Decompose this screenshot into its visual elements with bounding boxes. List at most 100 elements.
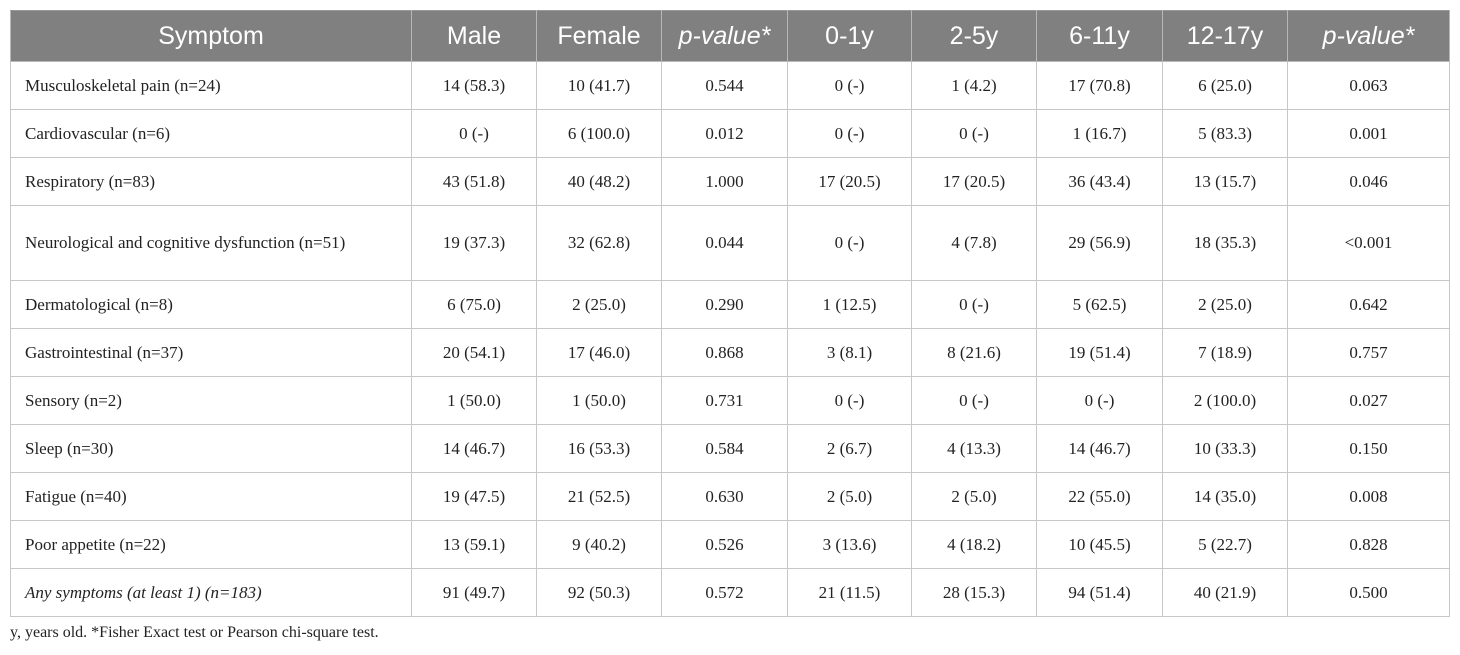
symptom-cell: Neurological and cognitive dysfunction (… [10,205,412,281]
male-cell: 14 (46.7) [411,424,537,473]
age-12-17-cell: 18 (35.3) [1162,205,1288,281]
age-6-11-cell: 29 (56.9) [1036,205,1163,281]
female-cell: 16 (53.3) [536,424,662,473]
p-value-sex-cell: 0.526 [661,520,788,569]
column-header-symptom: Symptom [10,10,412,62]
table-row: Musculoskeletal pain (n=24) 14 (58.3) 10 (… [10,61,1450,110]
table-footnote: y, years old. *Fisher Exact test or Pear… [10,624,379,641]
age-12-17-cell: 10 (33.3) [1162,424,1288,473]
male-cell: 91 (49.7) [411,568,537,617]
male-cell: 1 (50.0) [411,376,537,425]
p-value-sex-cell: 0.868 [661,328,788,377]
age-12-17-cell: 7 (18.9) [1162,328,1288,377]
age-6-11-cell: 10 (45.5) [1036,520,1163,569]
age-2-5-cell: 0 (-) [911,280,1037,329]
p-value-age-cell: 0.008 [1287,472,1450,521]
p-value-age-cell: 0.828 [1287,520,1450,569]
age-12-17-cell: 5 (22.7) [1162,520,1288,569]
age-2-5-cell: 17 (20.5) [911,157,1037,206]
age-2-5-cell: 4 (18.2) [911,520,1037,569]
table-body: Musculoskeletal pain (n=24) 14 (58.3) 10 (… [10,61,1450,617]
p-value-sex-cell: 0.290 [661,280,788,329]
age-0-1-cell: 1 (12.5) [787,280,912,329]
column-header-female: Female [536,10,662,62]
age-0-1-cell: 0 (-) [787,376,912,425]
column-header-p-value-age: p-value* [1287,10,1450,62]
column-header-p-value-sex: p-value* [661,10,788,62]
male-cell: 13 (59.1) [411,520,537,569]
age-0-1-cell: 2 (6.7) [787,424,912,473]
age-2-5-cell: 1 (4.2) [911,61,1037,110]
age-12-17-cell: 14 (35.0) [1162,472,1288,521]
age-6-11-cell: 36 (43.4) [1036,157,1163,206]
p-value-age-cell: 0.001 [1287,109,1450,158]
age-0-1-cell: 17 (20.5) [787,157,912,206]
age-12-17-cell: 5 (83.3) [1162,109,1288,158]
male-cell: 20 (54.1) [411,328,537,377]
age-2-5-cell: 2 (5.0) [911,472,1037,521]
symptom-table-container: Symptom Male Female p-value* 0-1y 2-5y 6… [10,10,1450,617]
table-row: Neurological and cognitive dysfunction (… [10,205,1450,281]
p-value-sex-cell: 0.630 [661,472,788,521]
table-row: Sensory (n=2) 1 (50.0) 1 (50.0) 0.731 0 (-) 0… [10,376,1450,425]
age-0-1-cell: 0 (-) [787,61,912,110]
age-6-11-cell: 17 (70.8) [1036,61,1163,110]
age-12-17-cell: 2 (100.0) [1162,376,1288,425]
female-cell: 1 (50.0) [536,376,662,425]
column-header-age-12-17: 12-17y [1162,10,1288,62]
p-value-sex-cell: 0.544 [661,61,788,110]
age-6-11-cell: 0 (-) [1036,376,1163,425]
female-cell: 92 (50.3) [536,568,662,617]
female-cell: 10 (41.7) [536,61,662,110]
p-value-sex-cell: 0.572 [661,568,788,617]
age-2-5-cell: 4 (7.8) [911,205,1037,281]
p-value-age-cell: 0.150 [1287,424,1450,473]
age-2-5-cell: 4 (13.3) [911,424,1037,473]
female-cell: 6 (100.0) [536,109,662,158]
p-value-sex-cell: 0.044 [661,205,788,281]
age-0-1-cell: 3 (13.6) [787,520,912,569]
table-row: Poor appetite (n=22) 13 (59.1) 9 (40.2) 0.5… [10,520,1450,569]
p-value-age-cell: 0.642 [1287,280,1450,329]
female-cell: 21 (52.5) [536,472,662,521]
age-6-11-cell: 14 (46.7) [1036,424,1163,473]
age-0-1-cell: 2 (5.0) [787,472,912,521]
table-row: Dermatological (n=8) 6 (75.0) 2 (25.0) 0.29… [10,280,1450,329]
column-header-age-0-1: 0-1y [787,10,912,62]
age-12-17-cell: 40 (21.9) [1162,568,1288,617]
p-value-age-cell: 0.046 [1287,157,1450,206]
column-header-male: Male [411,10,537,62]
symptom-cell: Cardiovascular (n=6) [10,109,412,158]
age-0-1-cell: 3 (8.1) [787,328,912,377]
male-cell: 19 (37.3) [411,205,537,281]
column-header-age-6-11: 6-11y [1036,10,1163,62]
table-header-row: Symptom Male Female p-value* 0-1y 2-5y 6… [10,10,1450,62]
table-row: Gastrointestinal (n=37) 20 (54.1) 17 (46.0… [10,328,1450,377]
table-row: Cardiovascular (n=6) 0 (-) 6 (100.0) 0.012 0… [10,109,1450,158]
table-row: Respiratory (n=83) 43 (51.8) 40 (48.2) 1.00… [10,157,1450,206]
p-value-sex-cell: 1.000 [661,157,788,206]
table-row: Fatigue (n=40) 19 (47.5) 21 (52.5) 0.630 2 (… [10,472,1450,521]
age-6-11-cell: 5 (62.5) [1036,280,1163,329]
symptom-cell: Musculoskeletal pain (n=24) [10,61,412,110]
female-cell: 40 (48.2) [536,157,662,206]
age-12-17-cell: 6 (25.0) [1162,61,1288,110]
symptom-cell: Sensory (n=2) [10,376,412,425]
age-0-1-cell: 0 (-) [787,109,912,158]
symptom-cell: Fatigue (n=40) [10,472,412,521]
male-cell: 0 (-) [411,109,537,158]
age-2-5-cell: 28 (15.3) [911,568,1037,617]
p-value-age-cell: <0.001 [1287,205,1450,281]
age-12-17-cell: 2 (25.0) [1162,280,1288,329]
symptom-cell: Respiratory (n=83) [10,157,412,206]
age-6-11-cell: 22 (55.0) [1036,472,1163,521]
female-cell: 17 (46.0) [536,328,662,377]
age-6-11-cell: 94 (51.4) [1036,568,1163,617]
column-header-age-2-5: 2-5y [911,10,1037,62]
table-row: Any symptoms (at least 1) (n=183) 91 (49.… [10,568,1450,617]
p-value-sex-cell: 0.584 [661,424,788,473]
p-value-sex-cell: 0.012 [661,109,788,158]
age-6-11-cell: 19 (51.4) [1036,328,1163,377]
symptom-table: Symptom Male Female p-value* 0-1y 2-5y 6… [10,10,1450,617]
female-cell: 32 (62.8) [536,205,662,281]
